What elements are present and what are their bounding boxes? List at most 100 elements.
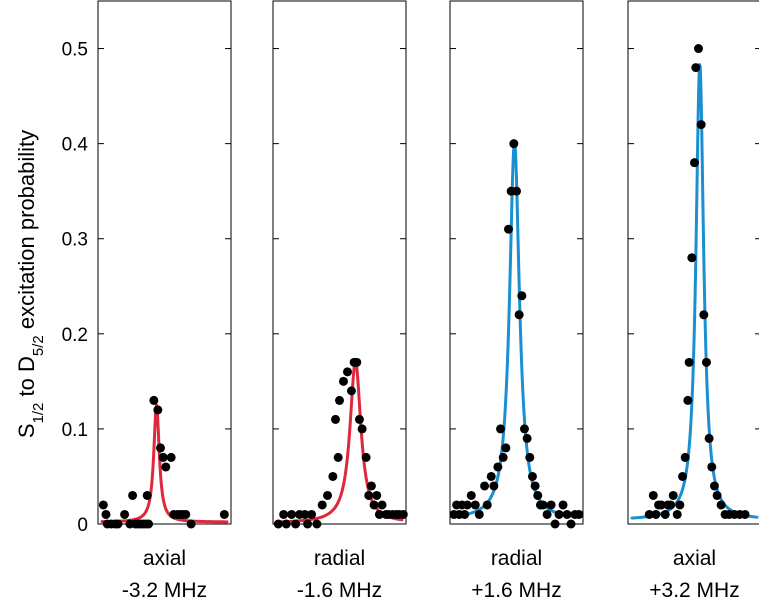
data-point — [369, 500, 379, 510]
data-point — [142, 490, 152, 500]
data-point — [651, 509, 661, 519]
data-point — [372, 490, 382, 500]
data-point — [482, 500, 492, 510]
data-point — [462, 500, 472, 510]
data-point — [675, 500, 685, 510]
data-point — [186, 519, 196, 529]
data-point — [519, 424, 529, 434]
data-point — [498, 452, 508, 462]
panel-frame — [627, 0, 759, 525]
panel-frame — [97, 0, 232, 525]
data-point — [333, 452, 343, 462]
data-point — [307, 509, 317, 519]
y-axis-label-suffix: excitation probability — [14, 130, 39, 335]
panel-label-line1: axial — [673, 547, 716, 570]
y-tick-label: 0.4 — [62, 135, 89, 156]
data-point — [546, 500, 556, 510]
data-point — [279, 509, 289, 519]
data-point — [542, 509, 552, 519]
panels-group: 0 0.1 0.2 0.3 0.4 0.5 axial -3.2 MHz radial -1.6 … — [62, 0, 759, 602]
panel-frame — [449, 0, 584, 525]
data-point — [273, 519, 283, 529]
data-point — [493, 462, 503, 472]
panel-label-line2: -1.6 MHz — [297, 579, 382, 602]
data-point — [161, 462, 171, 472]
data-point — [335, 395, 344, 405]
data-point — [101, 509, 111, 519]
data-point — [281, 519, 291, 529]
data-point — [156, 443, 166, 453]
data-point — [707, 462, 717, 472]
data-point — [684, 357, 694, 367]
data-point — [525, 452, 535, 462]
data-point — [501, 443, 511, 453]
data-point — [496, 424, 506, 434]
data-point — [338, 376, 348, 386]
panel-label-line2: +1.6 MHz — [471, 579, 561, 602]
y-axis-label-sub2: 5/2 — [30, 335, 47, 356]
data-point — [696, 120, 706, 130]
data-point — [331, 414, 341, 424]
data-point — [716, 500, 726, 510]
data-point — [153, 405, 163, 415]
data-point — [644, 509, 654, 519]
data-point — [562, 509, 572, 519]
data-point — [354, 414, 364, 424]
data-point — [352, 357, 362, 367]
data-point — [303, 519, 313, 529]
data-point — [128, 490, 138, 500]
data-point — [690, 158, 699, 168]
data-point — [398, 509, 408, 519]
fit-curve — [100, 403, 229, 524]
data-point — [680, 452, 690, 462]
data-point — [300, 509, 310, 519]
y-axis-label: S1/2 to D5/2 excitation probability — [14, 130, 47, 438]
data-point — [530, 481, 540, 491]
data-point — [574, 509, 584, 519]
panel-label-line2: -3.2 MHz — [122, 579, 207, 602]
panel-4: axial +3.2 MHz — [627, 0, 759, 602]
y-tick-label: 0.3 — [62, 230, 88, 251]
data-point — [691, 63, 701, 73]
data-point — [486, 471, 496, 481]
panel-label-line1: axial — [143, 547, 186, 570]
data-point — [699, 310, 709, 320]
data-point — [166, 452, 176, 462]
data-point — [533, 490, 543, 500]
data-point — [181, 509, 191, 519]
data-point — [701, 357, 711, 367]
panel-label-line1: radial — [491, 547, 542, 570]
data-point — [374, 509, 384, 519]
data-point — [328, 471, 338, 481]
panel-2: radial -1.6 MHz — [272, 0, 408, 602]
data-point — [466, 490, 476, 500]
data-point — [366, 481, 376, 491]
data-point — [740, 509, 750, 519]
data-point — [361, 452, 371, 462]
data-point — [514, 310, 524, 320]
data-point — [357, 424, 367, 434]
data-point — [144, 519, 154, 529]
data-point — [149, 395, 159, 405]
data-point — [666, 500, 676, 510]
data-point — [554, 509, 564, 519]
y-tick-label: 0 — [77, 515, 88, 536]
data-point — [460, 509, 470, 519]
data-point — [550, 519, 560, 529]
fit-curve — [630, 63, 759, 520]
data-point — [709, 481, 719, 491]
data-point — [120, 509, 130, 519]
data-point — [323, 490, 333, 500]
data-point — [312, 519, 322, 529]
data-point — [219, 509, 229, 519]
data-point — [474, 509, 484, 519]
data-point — [317, 500, 327, 510]
data-point — [517, 291, 527, 301]
data-point — [364, 490, 374, 500]
data-point — [566, 519, 576, 529]
panel-frame — [272, 0, 407, 525]
data-point — [683, 395, 693, 405]
fit-curve — [452, 141, 581, 519]
data-point — [538, 500, 548, 510]
